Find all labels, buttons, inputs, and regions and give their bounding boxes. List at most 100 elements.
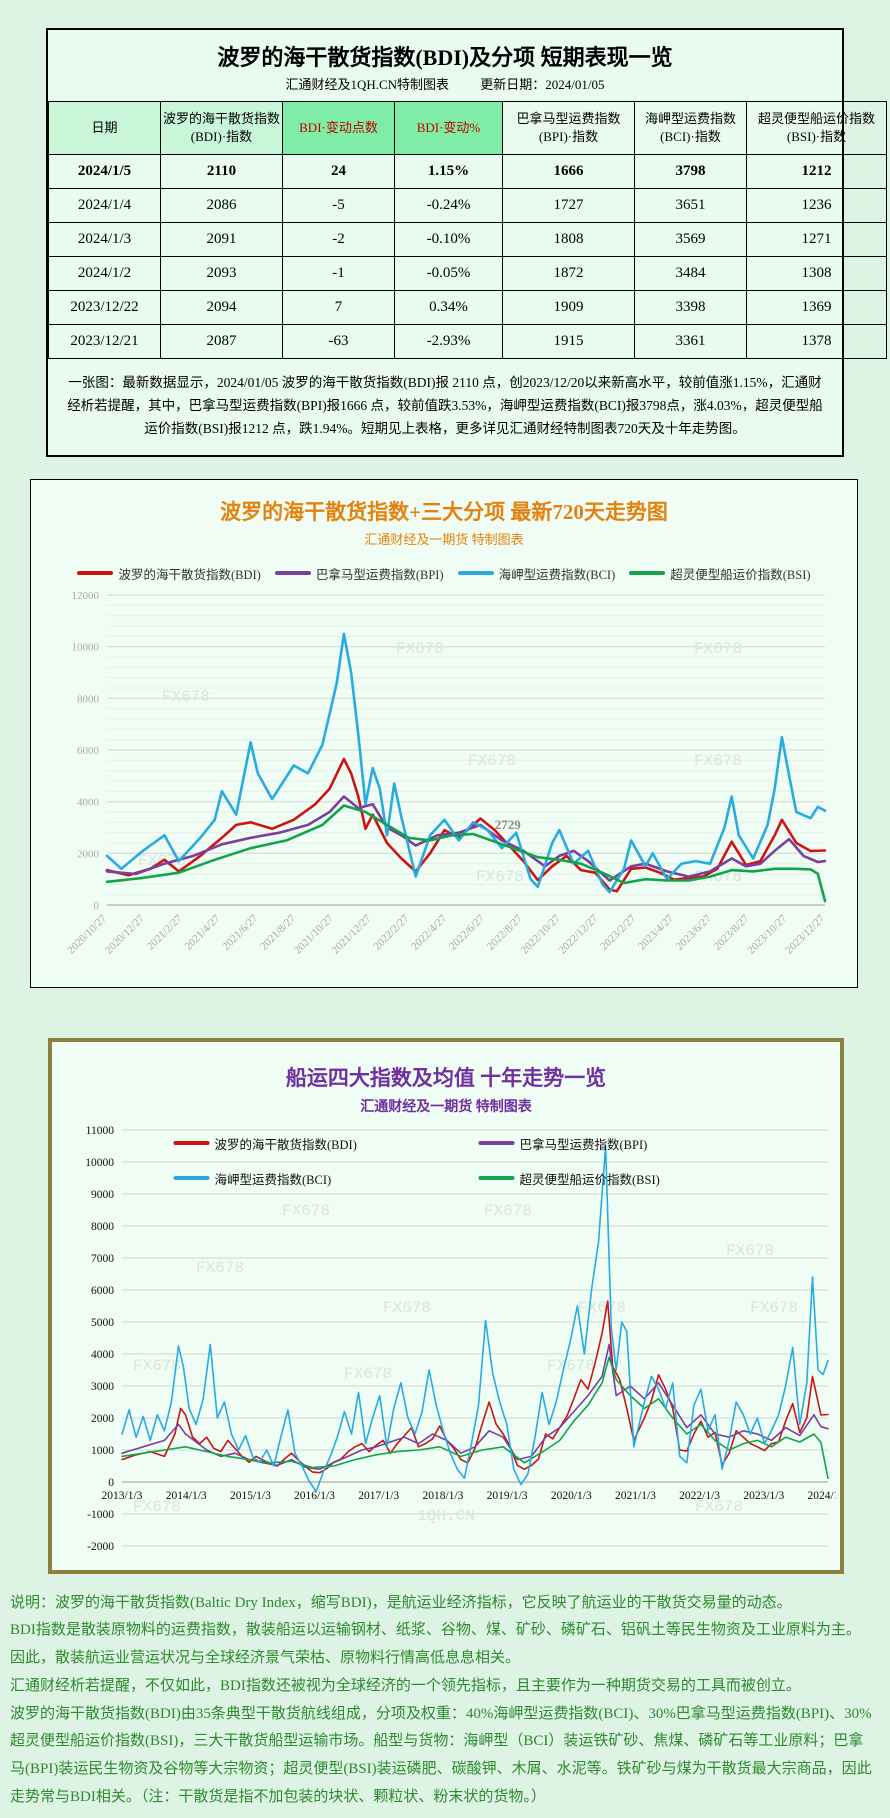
y-tick-label: 10000 xyxy=(85,1157,114,1169)
table-row: 2023/12/22 2094 7 0.34% 1909 3398 1369 xyxy=(48,290,887,325)
x-tick-label: 2023/6/27 xyxy=(674,912,714,952)
bdi-table-head: 日期 波罗的海干散货指数(BDI)·指数 BDI·变动点数 BDI·变动% 巴拿马型运费… xyxy=(48,101,887,155)
watermark: FX678 xyxy=(396,640,444,658)
table-cell: 7 xyxy=(282,290,395,325)
table-cell: -0.05% xyxy=(394,256,503,291)
summary-paragraph: 一张图：最新数据显示，2024/01/05 波罗的海干散货指数(BDI)报 21… xyxy=(67,375,823,437)
chart-720d-panel: 波罗的海干散货指数+三大分项 最新720天走势图 汇通财经及一期货 特制图表 波… xyxy=(30,478,858,988)
table-cell: 3398 xyxy=(634,290,747,325)
x-tick-label: 2022/1/3 xyxy=(679,1490,720,1502)
x-tick-label: 2016/1/3 xyxy=(294,1490,335,1502)
watermark: FX678 xyxy=(578,1299,626,1317)
y-tick-label: 12000 xyxy=(72,590,100,602)
x-tick-label: 2022/4/27 xyxy=(409,912,449,952)
y-tick-label: 0 xyxy=(108,1477,114,1489)
watermark: FX678 xyxy=(547,1357,595,1375)
x-tick-label: 2023/10/27 xyxy=(745,912,789,956)
table-cell: 2023/12/22 xyxy=(48,290,161,325)
chart2-area: 波罗的海干散货指数(BDI) 巴拿马型运费指数(BPI) 海岬型运费指数(BCI) 超… xyxy=(52,1122,840,1564)
watermark: FX678 xyxy=(476,868,524,886)
table-cell: -2 xyxy=(282,222,395,257)
table-cell: 1727 xyxy=(502,188,635,223)
table-cell: -2.93% xyxy=(394,324,503,359)
watermark: FX678 xyxy=(162,688,210,706)
y-tick-label: 8000 xyxy=(91,1221,114,1233)
y-tick-label: 6000 xyxy=(77,745,100,757)
x-tick-label: 2021/10/27 xyxy=(292,912,336,956)
chart-10y-panel: 船运四大指数及均值 十年走势一览 汇通财经及一期货 特制图表 波罗的海干散货指数… xyxy=(48,1037,844,1574)
y-tick-label: 11000 xyxy=(86,1125,115,1137)
legend-label: 超灵便型船运价指数(BSI) xyxy=(670,567,811,582)
chart1-legend: 波罗的海干散货指数(BDI) 巴拿马型运费指数(BPI) 海岬型运费指数(BCI) 超… xyxy=(31,564,857,583)
y-tick-label: 4000 xyxy=(77,796,100,808)
legend-item-bci: 海岬型运费指数(BCI) xyxy=(457,564,616,583)
y-tick-label: 2000 xyxy=(91,1413,114,1425)
x-tick-label: 2018/1/3 xyxy=(422,1490,463,1502)
legend-swatch-bdi xyxy=(173,1141,210,1146)
y-tick-label: -1000 xyxy=(87,1509,114,1521)
table-cell: -0.10% xyxy=(394,222,503,257)
x-tick-label: 2019/1/3 xyxy=(487,1490,528,1502)
table-cell: 3484 xyxy=(634,256,747,291)
table-cell: 3798 xyxy=(634,154,747,189)
x-tick-label: 2020/10/27 xyxy=(65,912,109,956)
x-tick-label: 2023/1/3 xyxy=(743,1490,784,1502)
watermark: 1QH.CN xyxy=(417,1507,475,1525)
note-line: 说明：波罗的海干散货指数(Baltic Dry Index，缩写BDI)，是航运… xyxy=(10,1594,792,1611)
watermark: FX678 xyxy=(694,640,742,658)
table-cell: 2093 xyxy=(160,256,283,291)
note-line: 汇通财经析若提醒，不仅如此，BDI指数还被视为全球经济的一个领先指标，且主要作为… xyxy=(10,1677,801,1694)
watermark: FX678 xyxy=(484,1202,532,1220)
column-header: 日期 xyxy=(48,101,161,155)
data-label: 2729 xyxy=(495,816,522,831)
y-tick-label: 2000 xyxy=(77,848,100,860)
watermark: FX678 xyxy=(133,1357,181,1375)
note-line: 波罗的海干散货指数(BDI)由35条典型干散货航线组成，分项及权重：40%海岬型… xyxy=(10,1705,872,1805)
legend-swatch-bsi xyxy=(478,1176,515,1181)
table-cell: -0.24% xyxy=(394,188,503,223)
series-bci xyxy=(121,1144,829,1493)
explanation-notes: 说明：波罗的海干散货指数(Baltic Dry Index，缩写BDI)，是航运… xyxy=(0,1574,890,1812)
series-bci xyxy=(105,632,827,894)
x-tick-label: 2020/1/3 xyxy=(551,1490,592,1502)
table-cell: 1915 xyxy=(502,324,635,359)
legend-swatch-bci xyxy=(173,1176,210,1181)
table-cell: 1212 xyxy=(746,154,887,189)
x-tick-label: 2020/12/27 xyxy=(103,912,147,956)
table-cell: -63 xyxy=(282,324,395,359)
bdi-short-term-panel: 波罗的海干散货指数(BDI)及分项 短期表现一览 汇通财经及1QH.CN特制图表… xyxy=(46,28,887,457)
x-tick-label: 2023/2/27 xyxy=(598,912,638,952)
watermark: FX678 xyxy=(133,1498,181,1516)
watermark: FX678 xyxy=(468,752,516,770)
x-tick-label: 2021/6/27 xyxy=(220,912,260,952)
y-tick-label: 7000 xyxy=(91,1253,114,1265)
y-tick-label: 10000 xyxy=(72,641,100,653)
table-cell: 2023/12/21 xyxy=(48,324,161,359)
watermark: FX678 xyxy=(694,752,742,770)
table-cell: 1369 xyxy=(746,290,887,325)
x-tick-label: 2015/1/3 xyxy=(230,1490,271,1502)
x-tick-label: 2014/1/3 xyxy=(166,1490,207,1502)
legend-label: 海岬型运费指数(BCI) xyxy=(498,567,616,582)
table-cell: 1808 xyxy=(502,222,635,257)
x-tick-label: 2022/10/27 xyxy=(519,912,563,956)
table-cell: 2086 xyxy=(160,188,283,223)
table-cell: 1872 xyxy=(502,256,635,291)
legend-item-bpi: 巴拿马型运费指数(BPI) xyxy=(478,1134,719,1153)
watermark: FX678 xyxy=(750,1299,798,1317)
x-tick-label: 2024/1/3 xyxy=(808,1490,836,1502)
chart1-title: 波罗的海干散货指数+三大分项 最新720天走势图 xyxy=(220,499,668,524)
legend-item-bdi: 波罗的海干散货指数(BDI) xyxy=(173,1134,479,1153)
table-cell: 1236 xyxy=(746,188,887,223)
note-line: 因此，散装航运业营运状况与全球经济景气荣枯、原物料行情高低息息相关。 xyxy=(10,1650,521,1667)
column-header: BDI·变动点数 xyxy=(282,101,395,155)
legend-item-bsi: 超灵便型船运价指数(BSI) xyxy=(629,564,811,583)
x-tick-label: 2022/12/27 xyxy=(556,912,600,956)
x-tick-label: 2021/4/27 xyxy=(182,912,222,952)
watermark: FX678 xyxy=(344,1365,392,1383)
table-row: 2024/1/3 2091 -2 -0.10% 1808 3569 1271 xyxy=(48,222,887,257)
table-cell: 3361 xyxy=(634,324,747,359)
column-header: BDI·变动% xyxy=(394,101,503,155)
y-tick-label: 6000 xyxy=(91,1285,114,1297)
